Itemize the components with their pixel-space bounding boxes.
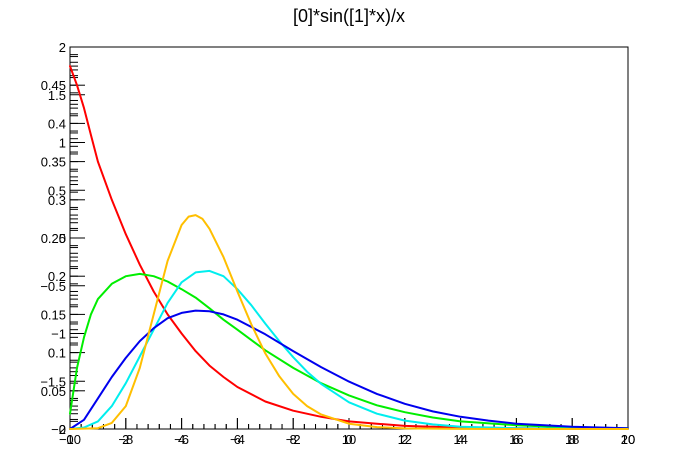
y-tick-label: 2 [59,40,66,55]
x-tick-label: 4 [457,432,464,447]
y-tick-label: 0.35 [41,155,66,170]
series-line-1 [69,65,629,430]
y-tick-label: 0.4 [48,116,66,131]
plot-frame [69,46,629,430]
x-tick-label: 0 [345,432,352,447]
x-tick-label: 10 [621,432,635,447]
series-line-3 [69,269,629,430]
x-tick-label: 18 [565,432,579,447]
axis-b: 0 2 4 6 8 10 12 14 16 18 2000.050.10.150.20.250.30… [41,46,635,447]
x-tick-label: 8 [569,432,576,447]
y-tick-label: −0.5 [40,279,66,294]
y-tick-label: −2 [51,422,66,437]
y-tick-label: −1.5 [40,374,66,389]
x-tick-label: 20 [621,432,635,447]
y-tick-label: 0.05 [41,384,66,399]
y-tick-label: −1 [51,327,66,342]
chart-title: [0]*sin([1]*x)/x [293,6,405,26]
x-tick-label: 14 [453,432,467,447]
x-tick-label: 8 [290,432,297,447]
x-tick-label: 6 [234,432,241,447]
series-line-2 [69,272,629,430]
y-tick-label: 0.15 [41,307,66,322]
series-line-5 [69,214,629,430]
x-tick-label: 6 [513,432,520,447]
y-tick-label: 0.3 [48,193,66,208]
y-tick-label: 1 [59,136,66,151]
x-tick-label: −8 [118,432,133,447]
y-tick-label: 0.2 [48,269,66,284]
series-layer [69,65,629,430]
x-tick-label: −2 [286,432,301,447]
y-tick-label: 0.25 [41,231,66,246]
y-tick-label: 0.5 [48,183,66,198]
y-tick-label: 0.45 [41,78,66,93]
x-tick-label: 10 [342,432,356,447]
x-tick-label: 0 [66,432,73,447]
x-tick-label: 2 [401,432,408,447]
series-line-4 [69,309,629,430]
x-tick-label: −4 [230,432,245,447]
x-tick-label: −10 [59,432,81,447]
y-tick-label: 1.5 [48,88,66,103]
x-tick-label: −6 [174,432,189,447]
x-tick-label: 16 [509,432,523,447]
y-tick-label: 0 [59,231,66,246]
x-tick-label: 12 [398,432,412,447]
x-tick-label: 4 [178,432,185,447]
x-tick-label: 2 [122,432,129,447]
y-tick-label: 0.1 [48,346,66,361]
y-tick-label: 0 [59,422,66,437]
